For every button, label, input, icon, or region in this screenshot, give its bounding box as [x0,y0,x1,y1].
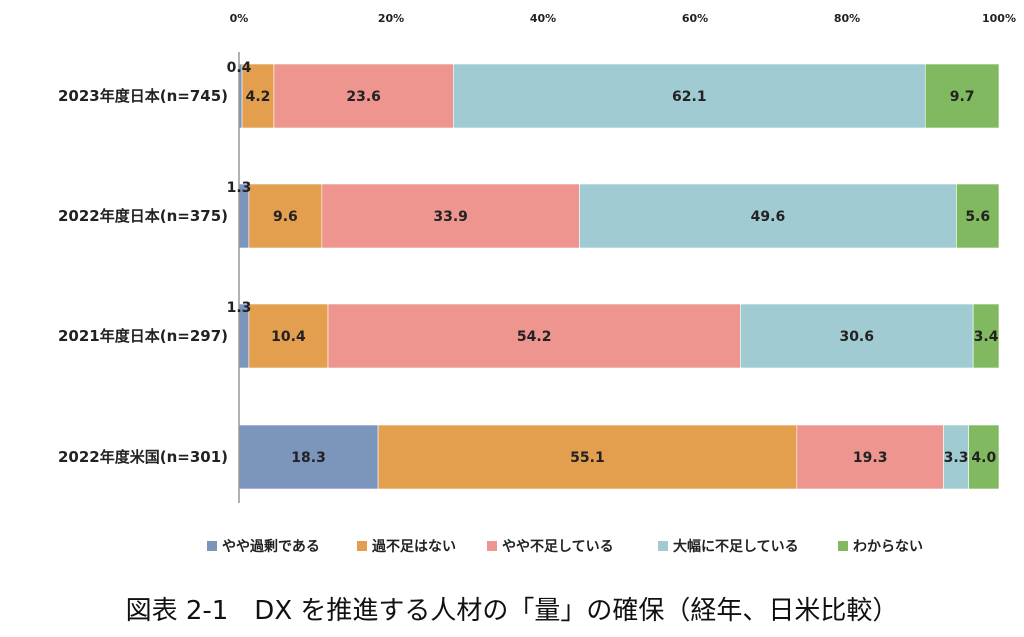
segment-value-label: 1.3 [227,180,252,196]
segment-value-label: 4.2 [246,89,271,105]
segment-value-label: 62.1 [672,89,707,105]
bar-segment [377,424,798,490]
category-label: 2022年度米国(n=301) [58,448,228,466]
bar-segment [248,303,329,369]
bar-segment [943,424,969,490]
segment-value-label: 30.6 [839,329,874,345]
figure-caption: 図表 2-1 DX を推進する人材の「量」の確保（経年、日米比較） [125,596,899,626]
segment-value-label: 19.3 [853,450,888,466]
legend-label: やや過剰である [222,538,320,555]
legend-swatch [357,541,367,551]
category-labels: 2023年度日本(n=745) 2022年度日本(n=375) 2021年度日本(n… [58,87,228,466]
legend-label: やや不足している [502,539,614,555]
category-label: 2022年度日本(n=375) [58,207,228,225]
legend-swatch [838,541,848,551]
bar-segment [796,424,944,490]
category-label: 2023年度日本(n=745) [58,87,228,105]
segment-value-label: 9.7 [950,89,975,105]
segment-value-label: 18.3 [291,450,326,466]
bar-segment [579,183,957,249]
x-tick-label: 0% [230,12,249,25]
x-tick-label: 40% [530,12,556,25]
bar-segment [740,303,974,369]
bar-segment [972,303,1000,369]
bar-segment [248,183,323,249]
x-tick-label: 100% [982,12,1016,25]
segment-value-label: 4.0 [971,450,996,466]
legend-label: わからない [853,539,923,555]
bar-segment [956,183,1000,249]
segment-value-label: 5.6 [965,209,990,225]
bar-segment [968,424,1000,490]
x-tick-label: 80% [834,12,860,25]
legend-swatch [487,541,497,551]
bars [238,63,1000,490]
segment-value-label: 1.3 [227,300,252,316]
segment-value-label: 33.9 [433,209,468,225]
segment-value-label: 10.4 [271,329,306,345]
segment-value-label: 49.6 [751,209,786,225]
legend: やや過剰である 過不足はない やや不足している 大幅に不足している わからない [207,538,923,555]
segment-value-label: 54.2 [517,329,552,345]
bar-segment [321,183,580,249]
segment-value-label: 9.6 [273,209,298,225]
legend-swatch [658,541,668,551]
bar-segment [327,303,741,369]
segment-labels: 0.4 4.2 23.6 62.1 9.7 1.3 9.6 33.9 49.6 5.6 1.3 10.… [227,60,999,466]
x-tick-label: 20% [378,12,404,25]
category-label: 2021年度日本(n=297) [58,327,228,345]
segment-value-label: 0.4 [227,60,252,76]
legend-label: 大幅に不足している [673,538,799,555]
segment-value-label: 55.1 [570,450,605,466]
bar-segment [924,63,1000,129]
x-axis-ticks: 0% 20% 40% 60% 80% 100% [230,12,1016,25]
legend-swatch [207,541,217,551]
legend-label: 過不足はない [371,539,456,555]
segment-value-label: 3.4 [974,329,999,345]
segment-value-label: 3.3 [944,450,969,466]
x-tick-label: 60% [682,12,708,25]
bar-segment [273,63,454,129]
segment-value-label: 23.6 [346,89,381,105]
